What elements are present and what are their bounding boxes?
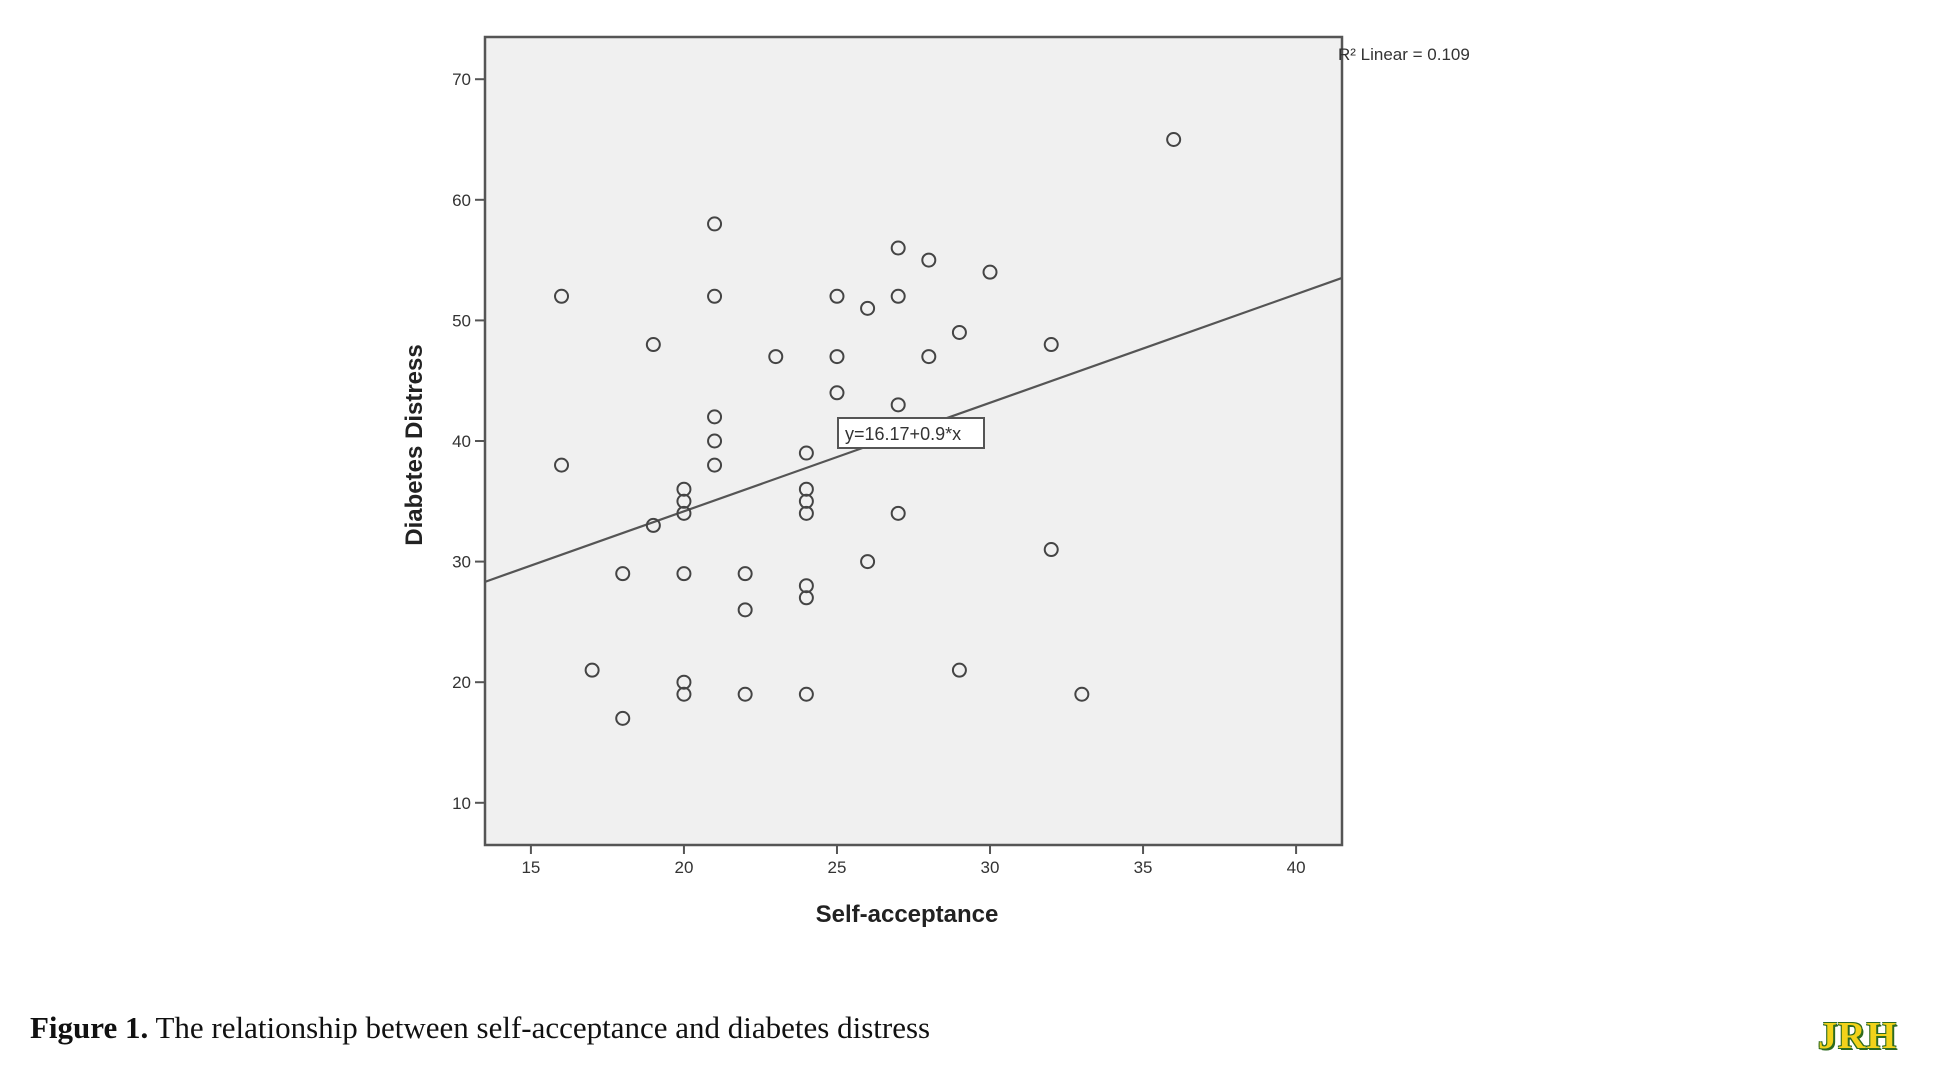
data-point bbox=[1043, 542, 1059, 558]
data-point bbox=[1166, 132, 1182, 148]
figure-caption-text: The relationship between self-acceptance… bbox=[148, 1010, 931, 1045]
data-point bbox=[798, 686, 814, 702]
data-point bbox=[676, 686, 692, 702]
y-tick-label: 30 bbox=[452, 553, 471, 572]
data-point bbox=[890, 505, 906, 521]
data-point bbox=[982, 264, 998, 280]
data-point bbox=[798, 505, 814, 521]
data-point bbox=[921, 349, 937, 365]
x-tick-label: 25 bbox=[828, 858, 847, 877]
data-point bbox=[737, 566, 753, 582]
data-point bbox=[860, 300, 876, 316]
x-tick-label: 40 bbox=[1287, 858, 1306, 877]
data-point bbox=[890, 288, 906, 304]
data-point bbox=[584, 662, 600, 678]
figure-caption: Figure 1. The relationship between self-… bbox=[30, 1010, 930, 1046]
y-tick-label: 40 bbox=[452, 432, 471, 451]
y-tick-label: 60 bbox=[452, 191, 471, 210]
data-point bbox=[890, 240, 906, 256]
equation-box: y=16.17+0.9*x bbox=[837, 417, 985, 449]
data-point bbox=[829, 349, 845, 365]
y-axis-title: Diabetes Distress bbox=[401, 344, 428, 545]
data-point bbox=[1043, 337, 1059, 353]
data-point bbox=[554, 288, 570, 304]
r-squared-label: R² Linear = 0.109 bbox=[1338, 45, 1470, 64]
x-tick-label: 35 bbox=[1134, 858, 1153, 877]
data-point bbox=[921, 252, 937, 268]
x-tick-label: 20 bbox=[674, 858, 693, 877]
data-point bbox=[737, 686, 753, 702]
y-tick-label: 50 bbox=[452, 311, 471, 330]
data-point bbox=[798, 590, 814, 606]
data-point bbox=[707, 433, 723, 449]
data-point bbox=[645, 337, 661, 353]
data-point bbox=[798, 445, 814, 461]
x-tick-label: 15 bbox=[521, 858, 540, 877]
x-tick-label: 30 bbox=[981, 858, 1000, 877]
x-axis-title: Self-acceptance bbox=[816, 901, 999, 928]
plot-frame bbox=[483, 35, 1344, 847]
data-point bbox=[951, 662, 967, 678]
data-point bbox=[707, 216, 723, 232]
data-point bbox=[645, 517, 661, 533]
data-point bbox=[615, 710, 631, 726]
data-point bbox=[1074, 686, 1090, 702]
scatter-chart: 10 20 30 40 50 60 70 15 20 25 30 35 40 y=16.17+0.9*… bbox=[401, 35, 1470, 928]
data-point bbox=[829, 385, 845, 401]
data-point bbox=[890, 397, 906, 413]
data-point bbox=[860, 554, 876, 570]
y-tick-label: 20 bbox=[452, 673, 471, 692]
data-point bbox=[615, 566, 631, 582]
y-tick-label: 10 bbox=[452, 794, 471, 813]
data-point bbox=[951, 324, 967, 340]
journal-logo: JRH bbox=[1818, 1015, 1897, 1057]
data-point bbox=[737, 602, 753, 618]
data-point bbox=[676, 505, 692, 521]
data-point bbox=[707, 288, 723, 304]
equation-label: y=16.17+0.9*x bbox=[845, 424, 961, 444]
data-point bbox=[676, 566, 692, 582]
data-point bbox=[829, 288, 845, 304]
data-point bbox=[707, 409, 723, 425]
figure-label: Figure 1. bbox=[30, 1010, 149, 1045]
y-tick-label: 70 bbox=[452, 70, 471, 89]
data-point bbox=[554, 457, 570, 473]
data-point bbox=[707, 457, 723, 473]
data-point bbox=[768, 349, 784, 365]
